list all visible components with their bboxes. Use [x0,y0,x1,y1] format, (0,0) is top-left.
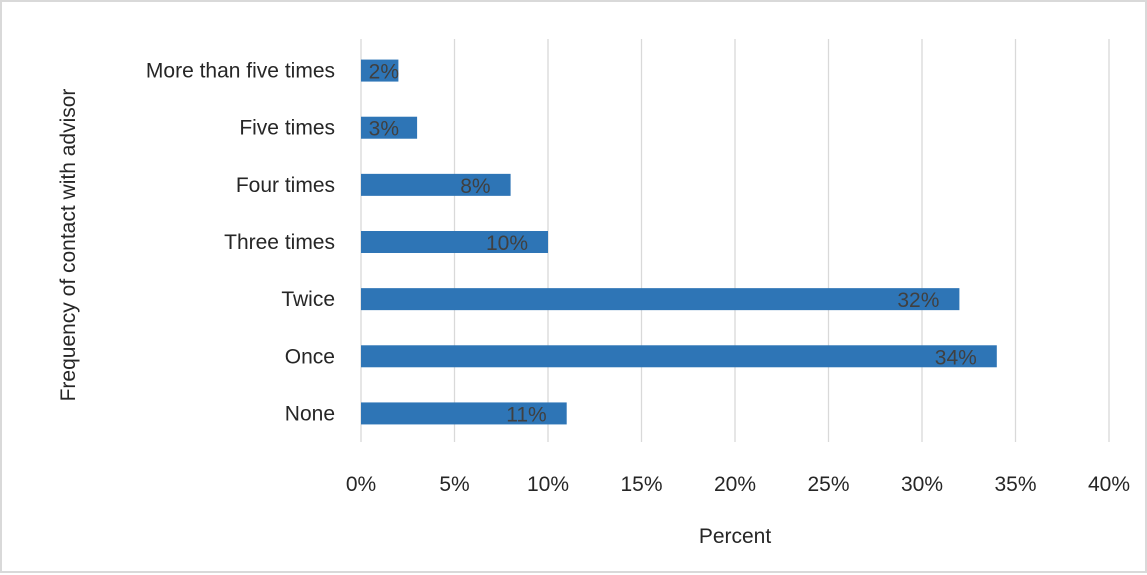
x-axis-title: Percent [699,525,772,548]
bar [361,402,567,425]
x-tick-label: 5% [439,473,469,496]
x-tick-label: 25% [807,473,849,496]
bar [361,288,960,311]
bar [361,231,548,253]
data-label: 11% [506,403,546,426]
x-tick-label: 15% [620,473,662,496]
data-label: 2% [369,61,399,84]
category-label: Once [285,345,335,368]
data-label: 10% [486,232,528,255]
x-tick-labels: 0% 5% 10% 15% 20% 25% 30% 35% 40% [346,473,1130,496]
category-label: Five times [239,117,335,140]
data-label: 34% [935,346,977,369]
x-tick-label: 40% [1088,473,1130,496]
category-label: Four times [236,174,335,197]
data-label: 3% [369,118,399,141]
gridlines [360,39,1110,442]
y-axis-title: Frequency of contact with advisor [57,89,80,402]
category-label: Three times [224,231,335,254]
bar [361,59,399,82]
x-tick-label: 35% [994,473,1036,496]
data-label: 32% [897,289,939,312]
x-tick-label: 0% [346,473,376,496]
category-label: None [285,402,335,425]
bars [361,59,997,425]
bar [361,116,418,139]
category-labels: More than five times Five times Four times… [146,60,335,426]
data-label: 8% [460,175,490,198]
bar [361,345,997,368]
x-tick-label: 30% [901,473,943,496]
category-label: Twice [281,288,335,311]
x-tick-label: 20% [714,473,756,496]
x-tick-label: 10% [527,473,569,496]
category-label: More than five times [146,60,335,83]
data-labels: 2% 3% 8% 10% 32% 34% 11% [369,61,977,427]
bar [361,173,511,196]
